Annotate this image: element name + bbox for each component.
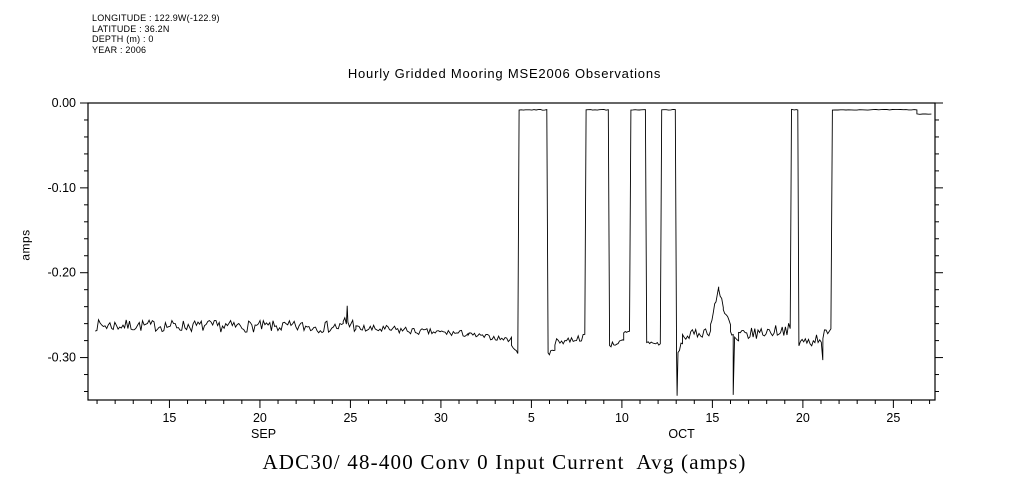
year-label: YEAR : 2006 (92, 44, 147, 55)
x-tick-label: 20 (796, 411, 810, 425)
y-tick-label: -0.10 (48, 181, 77, 195)
y-tick-label: -0.30 (48, 351, 77, 365)
month-label: OCT (668, 427, 695, 441)
chart-title: Hourly Gridded Mooring MSE2006 Observati… (347, 66, 662, 81)
header-metadata: LONGITUDE : 122.9W(-122.9) LATITUDE : 36… (92, 13, 220, 55)
x-tick-label: 20 (253, 411, 267, 425)
latitude-label: LATITUDE : 36.2N (92, 23, 170, 34)
x-tick-label: 15 (705, 411, 719, 425)
x-tick-label: 30 (434, 411, 448, 425)
plot-frame (87, 102, 936, 401)
y-tick-label: -0.20 (48, 266, 77, 280)
month-label: SEP (251, 427, 276, 441)
x-tick-label: 15 (162, 411, 176, 425)
variable-title: ADC30/ 48-400 Conv 0 Input Current Avg (… (262, 450, 747, 474)
x-tick-label: 25 (343, 411, 357, 425)
x-tick-label: 25 (886, 411, 900, 425)
x-tick-label: 10 (615, 411, 629, 425)
y-tick-label: 0.00 (52, 96, 76, 110)
depth-label: DEPTH (m) : 0 (92, 34, 154, 44)
longitude-label: LONGITUDE : 122.9W(-122.9) (92, 13, 220, 23)
data-series-line (95, 108, 932, 396)
x-tick-label: 5 (528, 411, 535, 425)
